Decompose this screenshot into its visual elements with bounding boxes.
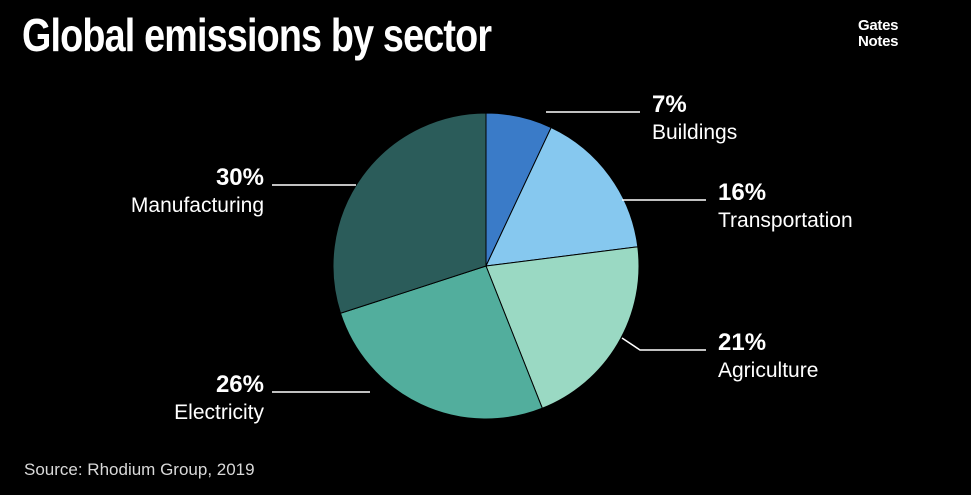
gates-notes-logo: Gates Notes [858,17,899,50]
pie-slice-electricity [339,265,543,420]
leader-line-agriculture [621,337,706,351]
slice-percent-buildings: 7% [652,91,687,118]
slice-label-manufacturing: Manufacturing [131,194,264,217]
pie-slices [332,112,640,420]
pie-slice-transportation [485,126,639,267]
logo-line-1: Gates [858,17,899,34]
pie-slice-manufacturing [332,112,487,314]
slice-label-buildings: Buildings [652,121,737,144]
slice-label-transportation: Transportation [718,209,853,232]
slice-percent-agriculture: 21% [718,329,766,356]
leader-lines [272,111,706,393]
source-note: Source: Rhodium Group, 2019 [24,460,255,479]
slice-label-agriculture: Agriculture [718,359,818,382]
pie-slice-agriculture [485,246,640,409]
slice-percent-manufacturing: 30% [216,164,264,191]
slice-label-electricity: Electricity [174,401,264,424]
logo-line-2: Notes [858,33,899,50]
slice-percent-electricity: 26% [216,371,264,398]
chart-title: Global emissions by sector [22,9,492,61]
slice-labels: 7% Buildings 16% Transportation 21% Agricultu… [131,91,853,424]
slice-percent-transportation: 16% [718,179,766,206]
